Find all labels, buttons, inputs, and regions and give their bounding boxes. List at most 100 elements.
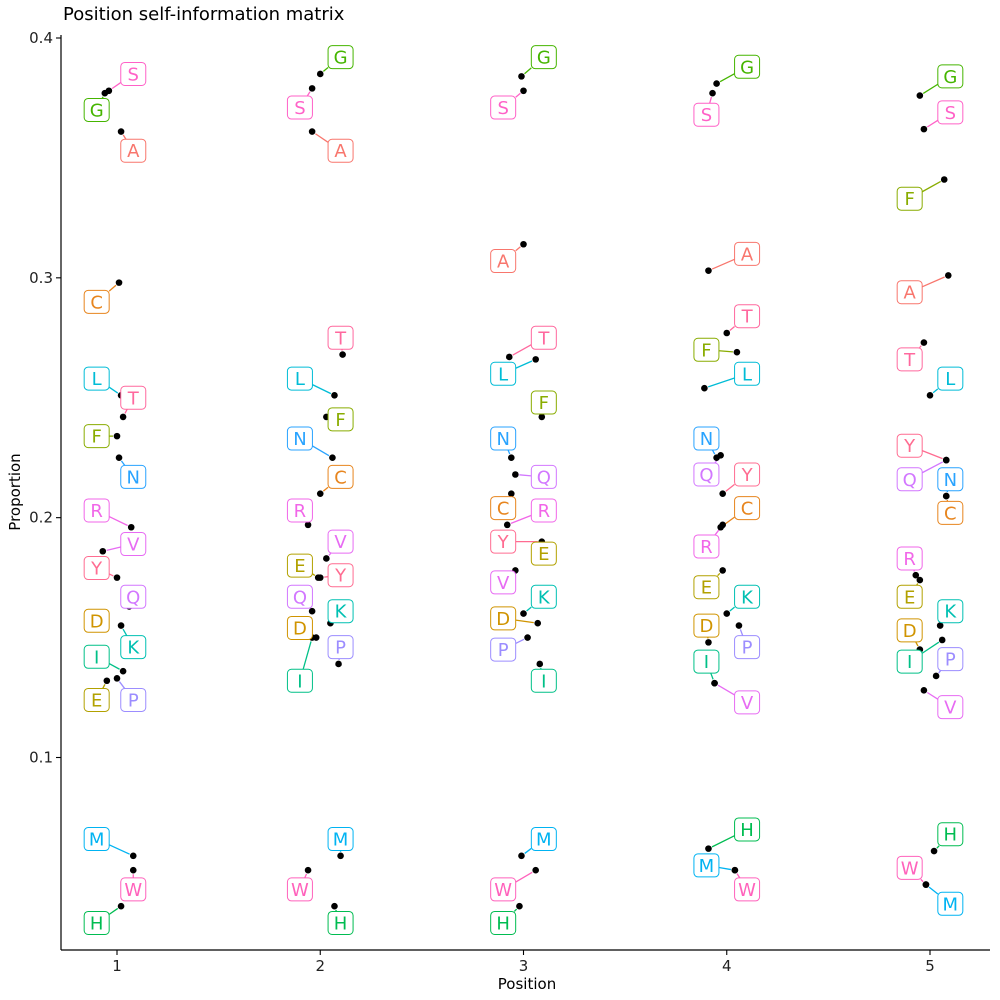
label-connector [120, 460, 126, 466]
data-label-A: A [497, 252, 510, 273]
data-label-box [120, 138, 147, 163]
data-label-P: P [335, 638, 346, 659]
data-label-C: C [334, 467, 347, 488]
data-point-G [316, 70, 324, 78]
y-tick-label: 0.4 [29, 29, 53, 47]
label-connector [936, 845, 940, 849]
data-label-box [530, 390, 557, 415]
data-point-Y [719, 490, 726, 497]
data-label-F: F [904, 189, 914, 210]
data-point-M [518, 852, 525, 860]
data-label-box [937, 822, 964, 847]
data-label-box [490, 361, 517, 386]
label-connector [312, 445, 330, 457]
label-connector [322, 486, 329, 492]
data-point-T [920, 339, 928, 346]
data-label-box [120, 532, 147, 557]
data-label-box [83, 366, 110, 391]
data-label-box [734, 690, 761, 715]
data-point-P [524, 634, 531, 641]
data-label-W: W [291, 880, 309, 901]
label-connector [711, 258, 735, 270]
data-label-S: S [701, 105, 712, 126]
data-point-I [119, 667, 127, 675]
data-label-box [530, 827, 557, 852]
data-label-box [693, 102, 720, 127]
label-connector [711, 449, 716, 455]
data-label-box [327, 464, 354, 489]
data-point-N [329, 454, 336, 462]
data-label-box [937, 64, 964, 89]
data-label-box [937, 100, 964, 125]
data-label-box [490, 637, 517, 662]
data-label-box [120, 877, 147, 902]
data-label-L: L [742, 364, 752, 385]
data-label-box [896, 649, 923, 674]
data-label-M: M [333, 830, 349, 851]
data-label-box [327, 599, 354, 624]
data-label-E: E [701, 578, 712, 599]
data-point-C [115, 279, 123, 286]
data-label-box [83, 498, 110, 523]
data-label-V: V [741, 693, 754, 714]
data-label-box [937, 467, 964, 492]
data-label-box [286, 95, 313, 120]
data-label-box [327, 563, 354, 588]
data-label-box [530, 668, 557, 693]
label-connector [710, 672, 714, 680]
data-label-box [327, 138, 354, 163]
data-label-R: R [903, 549, 916, 570]
data-point-G [518, 73, 525, 80]
data-label-box [693, 337, 720, 362]
data-label-L: L [498, 364, 508, 385]
label-connector [921, 180, 942, 193]
x-tick-label: 5 [925, 957, 935, 975]
label-connector [921, 641, 940, 654]
data-label-box [937, 500, 964, 525]
data-label-box [286, 584, 313, 609]
data-label-L: L [92, 369, 102, 390]
data-point-A [944, 272, 952, 279]
label-connector [707, 377, 735, 388]
data-point-I [536, 660, 544, 668]
data-label-I: I [94, 647, 99, 668]
data-label-H: H [334, 913, 348, 934]
data-label-box [286, 668, 313, 693]
data-label-C: C [741, 499, 754, 520]
label-connector [918, 345, 922, 349]
data-label-Y: Y [741, 465, 754, 486]
data-label-box [83, 289, 110, 314]
data-point-R [304, 521, 312, 529]
data-label-Y: Y [903, 436, 916, 457]
data-label-K: K [127, 638, 140, 659]
data-label-P: P [742, 638, 753, 659]
data-label-N: N [293, 429, 306, 450]
data-label-box [327, 45, 354, 70]
data-label-K: K [538, 587, 551, 608]
data-label-I: I [704, 652, 709, 673]
data-label-P: P [945, 650, 956, 671]
data-label-box [490, 910, 517, 935]
data-point-M [922, 881, 930, 888]
label-connector [111, 82, 122, 90]
data-label-A: A [904, 283, 917, 304]
data-point-R [719, 521, 726, 529]
label-connector [108, 386, 119, 394]
data-point-A [705, 267, 712, 274]
data-label-G: G [740, 57, 754, 78]
data-label-box [530, 45, 557, 70]
data-point-G [713, 80, 720, 87]
x-axis-ticks: 1 2 3 4 5 [112, 950, 935, 975]
label-connector [921, 276, 945, 288]
data-label-D: D [90, 611, 104, 632]
data-point-Y [113, 574, 121, 581]
label-connector [322, 67, 329, 72]
data-point-T [723, 329, 731, 337]
data-point-S [709, 89, 716, 97]
data-point-D [705, 639, 712, 646]
data-label-T: T [741, 307, 754, 328]
data-label-R: R [538, 501, 551, 522]
data-label-H: H [944, 825, 958, 846]
label-connector [915, 641, 919, 647]
